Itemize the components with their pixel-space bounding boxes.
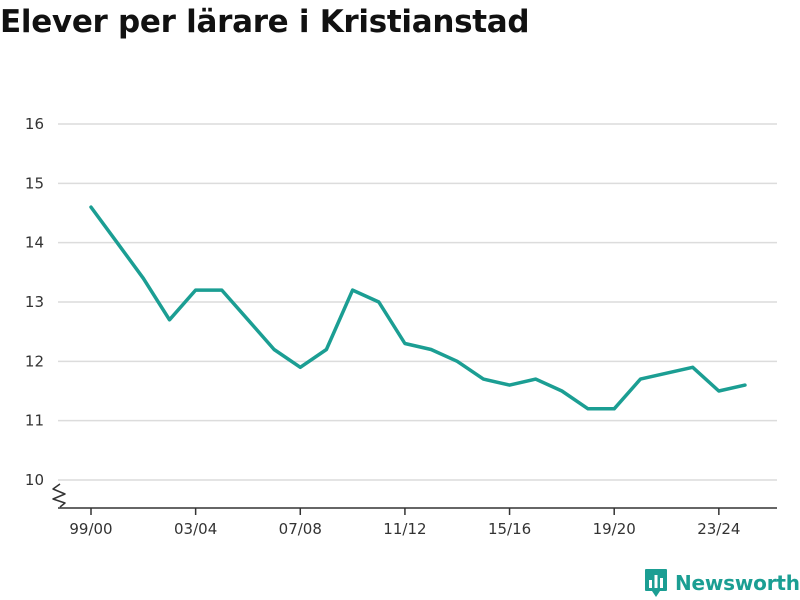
axis-break-zigzag (52, 483, 66, 508)
x-tick-label-07-08: 07/08 (279, 520, 322, 538)
x-axis (58, 507, 777, 515)
y-tick-label-15: 15 (25, 174, 44, 192)
x-tick-label-15-16: 15/16 (488, 520, 531, 538)
x-tick-label-23-24: 23/24 (697, 520, 740, 538)
series-line-0 (89, 205, 747, 411)
x-axis-tick-labels: 99/00 03/04 07/08 11/12 15/16 19/20 23/24 (69, 520, 740, 538)
y-axis-break-icon (52, 483, 66, 508)
y-tick-label-13: 13 (25, 293, 44, 311)
newsworthy-logo: Newsworthy (644, 566, 800, 600)
series-lines (89, 205, 747, 411)
bar-chart-speech-bubble-icon (645, 569, 667, 597)
x-tick-label-19-20: 19/20 (593, 520, 636, 538)
y-tick-label-12: 12 (25, 352, 44, 370)
y-tick-label-11: 11 (25, 412, 44, 430)
y-axis-tick-labels: 10 11 12 13 14 15 16 (25, 115, 44, 489)
grid-lines (58, 123, 777, 481)
chart-title: Elever per lärare i Kristianstad (0, 4, 530, 40)
y-tick-label-10: 10 (25, 471, 44, 489)
y-tick-label-16: 16 (25, 115, 44, 133)
y-tick-label-14: 14 (25, 234, 44, 252)
x-tick-label-99-00: 99/00 (69, 520, 112, 538)
x-tick-label-03-04: 03/04 (174, 520, 217, 538)
brand-name: Newsworthy (675, 571, 800, 595)
x-tick-label-11-12: 11/12 (383, 520, 426, 538)
